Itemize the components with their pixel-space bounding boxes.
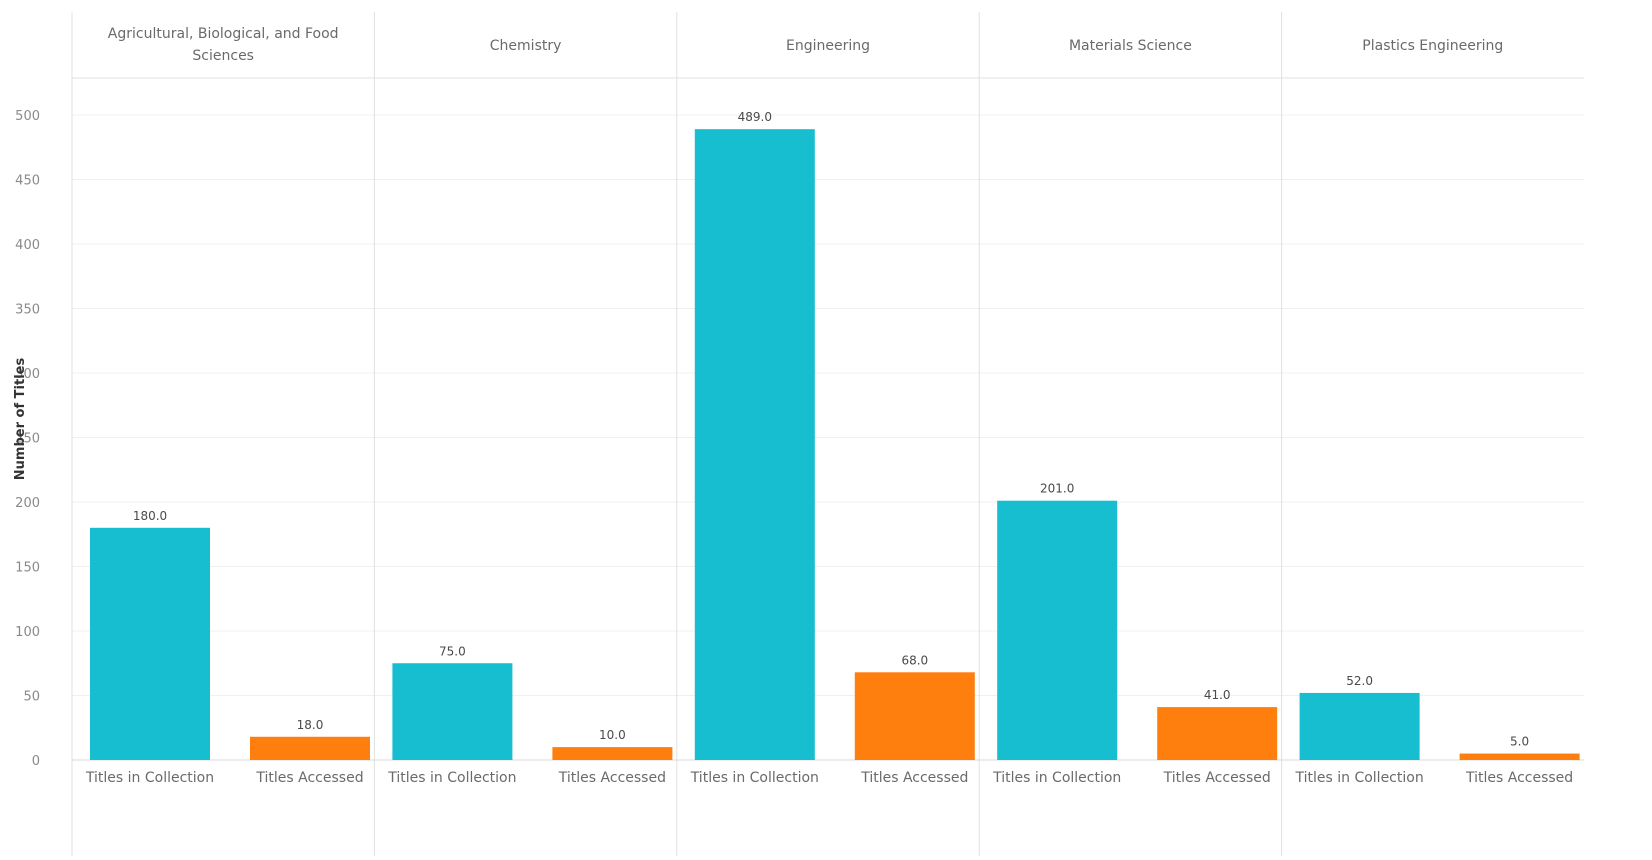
bar-titles-accessed [854, 672, 975, 760]
bar-value-label: 10.0 [599, 728, 626, 742]
bar-value-label: 180.0 [133, 509, 167, 523]
category-label: Titles Accessed [860, 770, 968, 786]
y-tick-label: 100 [15, 625, 40, 640]
y-tick-label: 0 [32, 754, 40, 769]
category-label: Titles Accessed [1465, 770, 1573, 786]
y-tick-label: 450 [15, 174, 40, 189]
bar-value-label: 489.0 [738, 110, 772, 124]
category-label: Titles in Collection [690, 770, 819, 786]
bar-titles-accessed [1157, 707, 1278, 760]
bar-value-label: 18.0 [297, 718, 324, 732]
bar-value-label: 75.0 [439, 644, 466, 658]
panel-header-label: Plastics Engineering [1362, 38, 1503, 54]
panel-header-label: Sciences [192, 48, 254, 64]
y-tick-label: 350 [15, 303, 40, 318]
category-label: Titles Accessed [255, 770, 363, 786]
bar-titles-accessed [552, 747, 673, 760]
panel-header-label: Engineering [786, 38, 870, 54]
bar-titles-in-collection [694, 129, 815, 760]
y-tick-label: 300 [15, 367, 40, 382]
bar-value-label: 68.0 [901, 653, 928, 667]
bar-value-label: 201.0 [1040, 482, 1074, 496]
bar-titles-accessed [1459, 753, 1580, 760]
y-tick-label: 50 [23, 690, 40, 705]
y-tick-label: 500 [15, 109, 40, 124]
panel-header-label: Materials Science [1069, 38, 1192, 54]
bar-titles-accessed [250, 736, 370, 760]
bar-titles-in-collection [1299, 692, 1420, 760]
category-label: Titles in Collection [1294, 770, 1423, 786]
y-tick-label: 400 [15, 238, 40, 253]
category-label: Titles Accessed [558, 770, 666, 786]
bar-value-label: 41.0 [1204, 688, 1231, 702]
panel-header-label: Agricultural, Biological, and Food [108, 26, 339, 42]
panel-header-label: Chemistry [490, 38, 562, 54]
y-tick-label: 150 [15, 561, 40, 576]
y-axis-title: Number of Titles [13, 358, 28, 481]
bar-titles-in-collection [997, 500, 1118, 760]
category-label: Titles Accessed [1163, 770, 1271, 786]
category-label: Titles in Collection [85, 770, 214, 786]
y-tick-label: 200 [15, 496, 40, 511]
bar-titles-in-collection [392, 663, 513, 760]
category-label: Titles in Collection [387, 770, 516, 786]
bar-titles-in-collection [90, 527, 210, 760]
category-label: Titles in Collection [992, 770, 1121, 786]
y-tick-label: 250 [15, 432, 40, 447]
bar-value-label: 52.0 [1346, 674, 1373, 688]
bar-value-label: 5.0 [1510, 735, 1529, 749]
